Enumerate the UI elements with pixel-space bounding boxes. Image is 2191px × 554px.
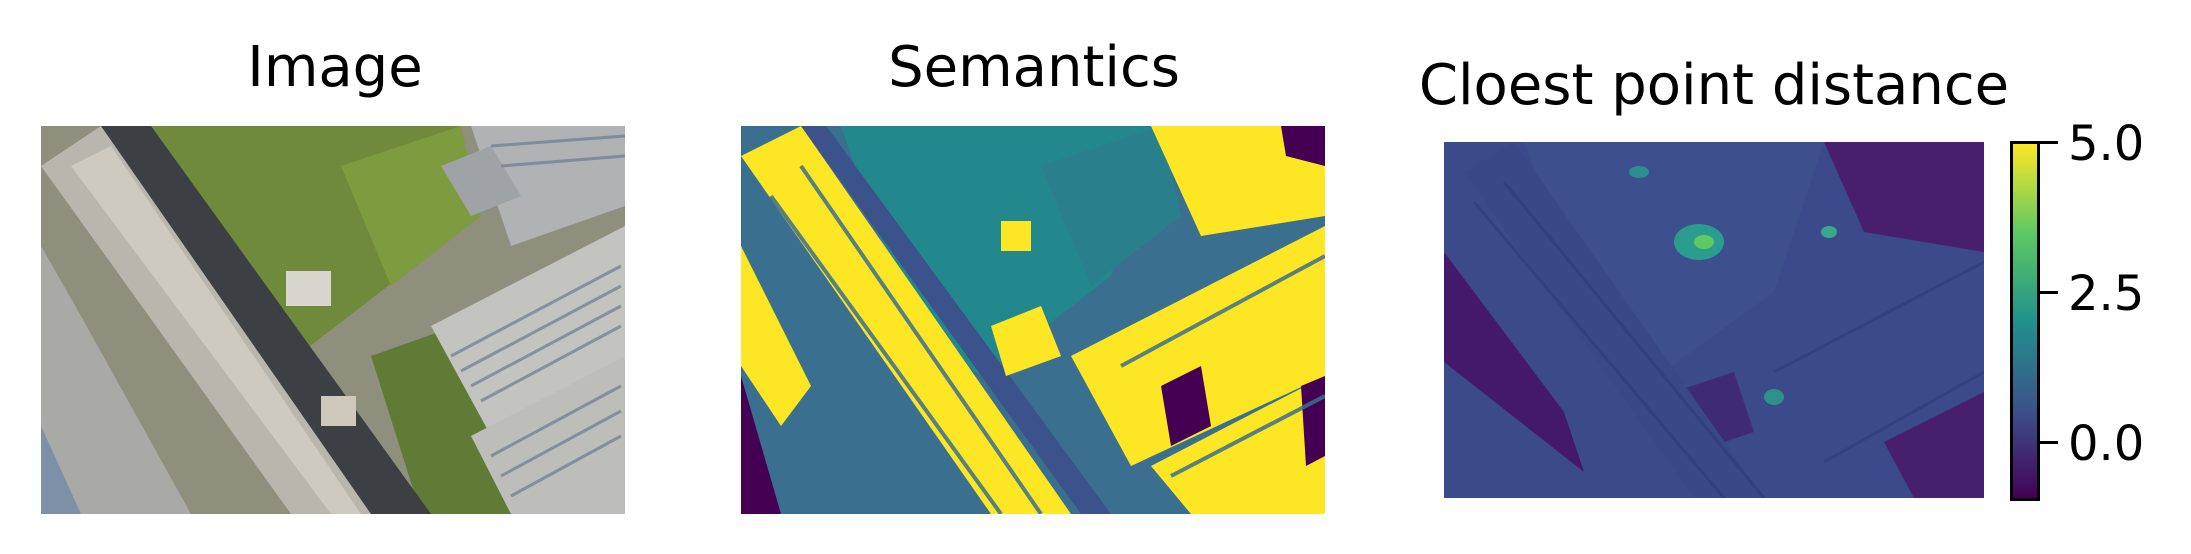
aerial-photo-graphic bbox=[41, 126, 625, 514]
panel-title-semantics: Semantics bbox=[888, 35, 1180, 100]
colorbar-tick-0 bbox=[2040, 441, 2058, 444]
colorbar bbox=[2010, 141, 2040, 501]
panel-title-image: Image bbox=[247, 35, 423, 100]
colorbar-tick-5 bbox=[2040, 141, 2058, 144]
distance-map-image bbox=[1444, 142, 1984, 498]
aerial-photo-image bbox=[41, 126, 625, 514]
colorbar-label-2-5: 2.5 bbox=[2068, 266, 2145, 322]
distance-map-graphic bbox=[1444, 142, 1984, 498]
semantic-segmentation-graphic bbox=[741, 126, 1325, 514]
semantic-segmentation-image bbox=[741, 126, 1325, 514]
colorbar-label-0: 0.0 bbox=[2068, 416, 2145, 472]
colorbar-tick-2-5 bbox=[2040, 291, 2058, 294]
colorbar-label-5: 5.0 bbox=[2068, 116, 2145, 172]
panel-title-distance: Cloest point distance bbox=[1418, 53, 2010, 118]
